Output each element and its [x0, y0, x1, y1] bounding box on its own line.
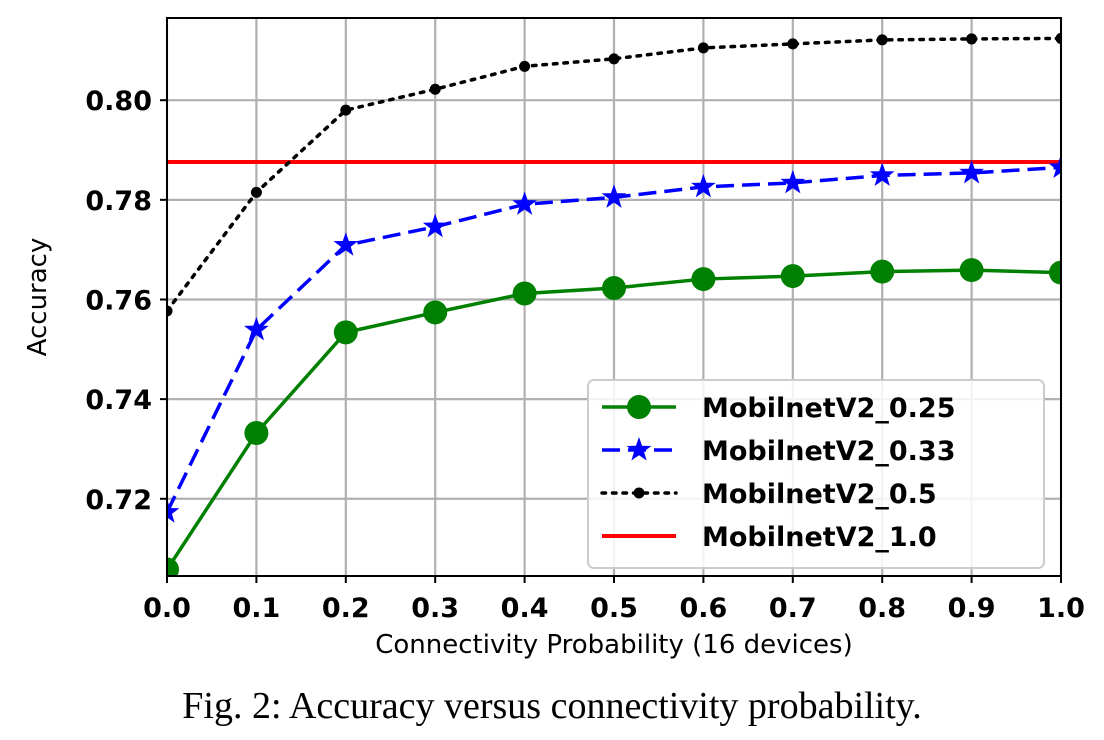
data-point: [244, 421, 269, 446]
data-point: [333, 232, 359, 256]
data-point: [167, 305, 173, 317]
data-point: [1048, 154, 1061, 178]
data-point: [697, 42, 709, 54]
data-point: [608, 53, 620, 65]
x-tick-label: 0.2: [322, 593, 370, 624]
y-tick-label: 0.74: [85, 385, 152, 416]
data-point: [1055, 32, 1061, 44]
data-point: [1049, 260, 1061, 285]
x-tick-label: 0.1: [232, 593, 280, 624]
data-point: [691, 173, 716, 198]
data-point: [333, 320, 358, 345]
legend-marker: [633, 487, 645, 499]
x-tick-label: 0.5: [590, 593, 638, 624]
legend-box: [587, 379, 1045, 569]
legend-label: MobilnetV2_1.0: [702, 522, 937, 553]
y-axis-label: Accuracy: [23, 238, 53, 357]
data-point: [429, 83, 441, 95]
data-point: [601, 184, 627, 208]
data-point: [870, 259, 895, 284]
data-point: [519, 60, 531, 72]
legend-label: MobilnetV2_0.25: [702, 393, 956, 424]
y-tick-label: 0.80: [85, 86, 152, 117]
y-tick-label: 0.78: [85, 186, 152, 217]
data-point: [244, 316, 269, 341]
data-point: [512, 191, 537, 215]
data-point: [602, 276, 626, 301]
data-point: [167, 499, 180, 523]
x-axis-label: Connectivity Probability (16 devices): [375, 630, 852, 660]
data-point: [167, 557, 179, 576]
figure-caption: Fig. 2: Accuracy versus connectivity pro…: [182, 685, 922, 727]
y-tick-label: 0.76: [85, 285, 152, 316]
data-point: [512, 281, 537, 306]
series-mobilnetv2-0-5: [167, 32, 1061, 317]
x-tick-label: 0.4: [501, 593, 549, 624]
data-point: [876, 34, 888, 46]
x-tick-label: 0.8: [858, 593, 906, 624]
data-point: [780, 264, 805, 289]
legend-entry-mobilnetv2-1-0: MobilnetV2_1.0: [602, 522, 937, 553]
data-point: [787, 38, 799, 50]
data-point: [959, 159, 984, 184]
legend-label: MobilnetV2_0.5: [702, 479, 937, 510]
x-tick-label: 0.0: [143, 593, 191, 624]
x-tick-label: 0.9: [948, 593, 996, 624]
data-point: [959, 258, 984, 283]
series-mobilnetv2-0-33: [167, 154, 1061, 523]
accuracy-line-chart: 0.0 0.1 0.2 0.3 0.4 0.5 0.6 0.7 0.8 0.9 1.0 0.72 0.7…: [23, 17, 1085, 660]
legend: MobilnetV2_0.25 MobilnetV2_0.33 MobilnetV2…: [587, 379, 1045, 569]
data-point: [423, 300, 448, 325]
data-point: [250, 186, 262, 198]
legend-entry-mobilnetv2-0-5: MobilnetV2_0.5: [600, 479, 937, 510]
data-point: [869, 162, 895, 186]
series-group: [167, 32, 1061, 576]
y-tick-label: 0.72: [85, 485, 152, 516]
legend-marker: [627, 395, 651, 419]
data-point: [422, 213, 448, 238]
legend-label: MobilnetV2_0.33: [702, 436, 956, 467]
axis-ticks: 0.0 0.1 0.2 0.3 0.4 0.5 0.6 0.7 0.8 0.9 1.0 0.72 0.7…: [85, 86, 1085, 624]
series-mobilnetv2-0-25: [167, 258, 1061, 576]
data-point: [966, 33, 978, 45]
data-point: [691, 267, 716, 292]
series-line-mobilnetv2-0-5: [167, 36, 1061, 313]
legend-entry-mobilnetv2-0-33: MobilnetV2_0.33: [602, 436, 956, 467]
legend-marker: [626, 437, 652, 461]
data-point: [780, 169, 806, 194]
data-point: [340, 104, 352, 116]
x-tick-label: 1.0: [1037, 593, 1085, 624]
legend-entry-mobilnetv2-0-25: MobilnetV2_0.25: [602, 393, 956, 424]
x-tick-label: 0.7: [769, 593, 817, 624]
x-tick-label: 0.6: [679, 593, 727, 624]
x-tick-label: 0.3: [411, 593, 459, 624]
